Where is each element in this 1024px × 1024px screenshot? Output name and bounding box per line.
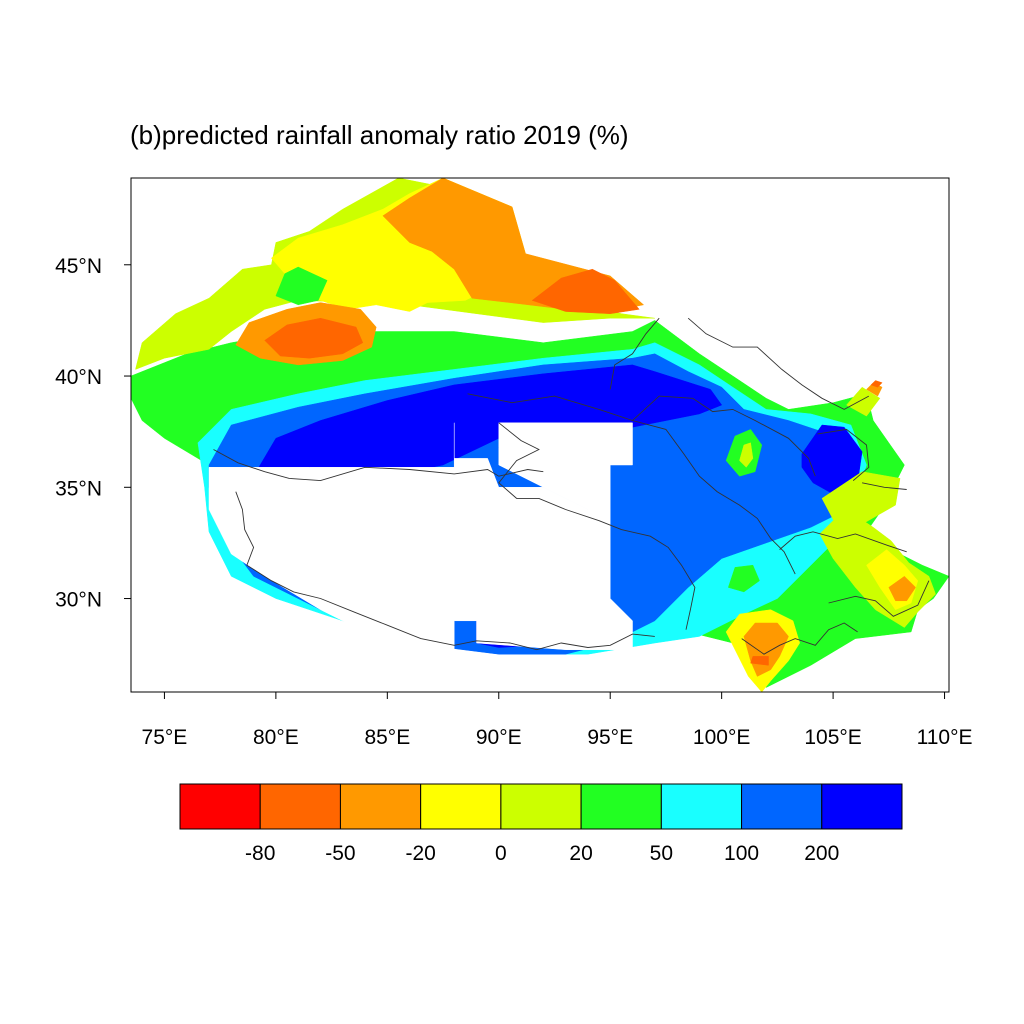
colorbar-swatch [500,783,582,830]
boundary-line [828,580,930,617]
anomaly-region [275,266,328,306]
boundary-line [687,317,870,410]
lon-tick-label: 105°E [804,726,861,749]
boundary-line [235,491,655,651]
boundary-line [817,428,870,481]
lat-tick-label: 30°N [55,589,102,612]
plot-frame [130,177,950,693]
no-data-area [498,422,633,510]
map-title: (b)predicted rainfall anomaly ratio 2019… [130,120,629,150]
colorbar-swatch [259,783,341,830]
lon-tick-label: 100°E [693,726,750,749]
colorbar-label: 0 [495,842,507,865]
boundary-line [609,317,660,390]
map-panel [131,178,949,692]
colorbar-label: 100 [724,842,759,865]
anomaly-region [727,564,760,593]
colorbar: -80 -50 -20 0 20 50 100 200 [179,783,903,865]
lat-tick-label: 35°N [55,477,102,500]
lon-tick-label: 95°E [587,726,633,749]
boundary-line [741,622,858,655]
colorbar-swatch [420,783,502,830]
lon-axis: 75°E 80°E 85°E 90°E 95°E 100°E 105°E 110°E [142,692,973,749]
lon-tick-label: 85°E [364,726,410,749]
colorbar-swatch [660,783,743,830]
anomaly-region [253,364,723,488]
colorbar-swatch [580,783,662,830]
boundary-line [467,393,816,477]
colorbar-label: 20 [569,842,592,865]
colorbar-label: 50 [650,842,673,865]
lat-tick-label: 45°N [55,255,102,278]
colorbar-label: -50 [325,842,355,865]
lon-tick-label: 75°E [142,726,188,749]
colorbar-swatch [821,783,903,830]
boundary-line [498,422,696,630]
boundary-line [779,531,907,553]
anomaly-region [846,386,881,417]
lat-axis: 45°N 40°N 35°N 30°N [55,255,131,612]
colorbar-swatch [179,783,261,830]
colorbar-label: 200 [804,842,839,865]
colorbar-label: -80 [245,842,275,865]
anomaly-region [870,380,883,388]
lon-tick-label: 110°E [917,726,973,749]
boundary-line [862,482,907,490]
lat-tick-label: 40°N [55,366,102,389]
boundary-line [632,420,796,575]
anomaly-region [531,268,640,314]
anomaly-region [739,442,754,468]
lon-tick-label: 90°E [476,726,522,749]
colorbar-swatch [339,783,422,830]
boundary-line [213,449,544,482]
anomaly-region [264,317,364,359]
lon-tick-label: 80°E [253,726,299,749]
colorbar-swatch [741,783,823,830]
colorbar-label: -20 [405,842,435,865]
anomaly-region [888,575,916,602]
anomaly-region [750,656,769,666]
